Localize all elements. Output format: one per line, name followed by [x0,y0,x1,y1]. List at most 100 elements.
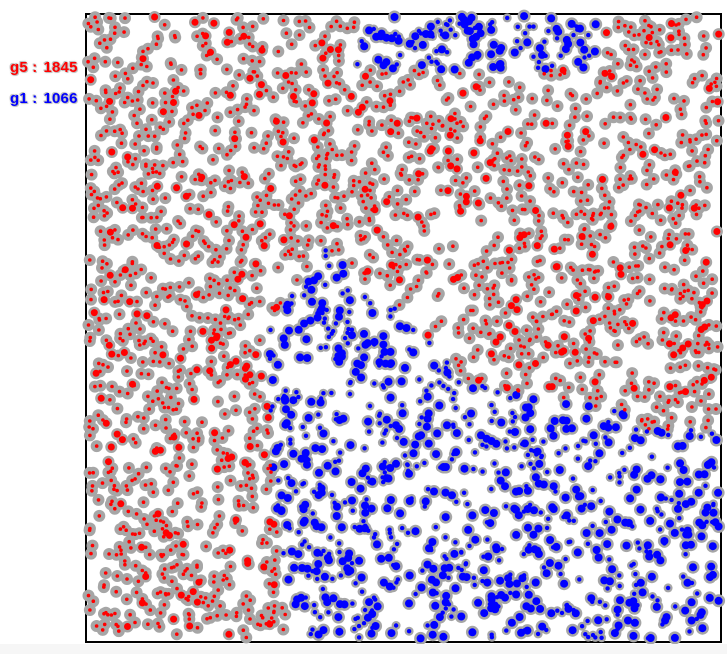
particle-g1 [617,474,622,479]
particle-g5 [507,168,512,173]
particle-g5 [290,93,297,100]
particle-g5 [422,134,426,139]
particle-g1 [400,403,405,408]
particle-g5 [628,63,633,67]
particle-g1 [579,624,585,629]
particle-g1 [480,609,489,618]
particle-g1 [598,629,603,635]
particle-g5 [174,544,178,548]
particle-g5 [682,258,687,263]
particle-g5 [692,290,696,295]
particle-g5 [432,211,437,215]
particle-g5 [207,293,211,297]
particle-g5 [134,321,138,325]
particle-g1 [662,541,667,546]
particle-g5 [305,264,309,269]
particle-g5 [589,242,594,247]
particle-g5 [135,121,139,126]
particle-g5 [418,130,423,135]
particle-g5 [120,349,128,356]
particle-g5 [388,283,393,288]
particle-g5 [462,286,466,291]
particle-g5 [289,42,294,47]
particle-g5 [706,418,710,423]
particle-g5 [583,332,587,336]
particle-g5 [714,84,719,89]
particle-g5 [585,334,593,342]
particle-g5 [116,353,121,358]
particle-g1 [273,360,282,369]
particle-g1 [318,445,327,454]
particle-g1 [535,65,541,71]
particle-g5 [166,295,170,299]
particle-g5 [700,133,704,137]
particle-g5 [177,285,182,289]
particle-g5 [110,466,115,471]
particle-g1 [560,579,569,588]
particle-g5 [637,32,641,37]
particle-g5 [271,95,276,99]
particle-g5 [416,177,420,182]
particle-g5 [352,20,357,25]
particle-g5 [665,427,670,431]
particle-g1 [685,432,694,441]
particle-g5 [583,289,587,294]
particle-g5 [298,189,302,193]
particle-g5 [133,563,138,568]
particle-g5 [271,590,276,595]
particle-g5 [195,522,200,527]
particle-g1 [706,573,714,582]
particle-g5 [283,252,288,257]
particle-g5 [503,311,508,315]
particle-g5 [303,19,308,23]
particle-g5 [104,338,109,343]
particle-g5 [168,548,173,552]
particle-g5 [618,165,623,170]
particle-g5 [399,173,404,177]
particle-g5 [584,347,588,351]
particle-g5 [319,54,327,62]
particle-g1 [589,431,598,440]
particle-g5 [249,130,254,135]
particle-g5 [509,257,514,262]
particle-g5 [413,189,417,194]
particle-g5 [102,419,110,427]
particle-g5 [532,360,539,367]
particle-g1 [362,294,368,300]
particle-g5 [664,62,668,66]
particle-g5 [224,613,228,617]
particle-g1 [368,301,373,306]
particle-g5 [413,114,421,122]
particle-g5 [700,382,704,386]
particle-g5 [231,135,239,143]
particle-g1 [355,556,364,565]
particle-g5 [89,172,94,177]
particle-g5 [264,193,269,198]
particle-g5 [629,25,633,29]
particle-g1 [323,253,328,259]
particle-g5 [86,323,91,327]
particle-g5 [156,397,161,401]
particle-g5 [505,187,509,191]
particle-g5 [630,371,634,375]
particle-g1 [695,591,700,596]
particle-g1 [448,27,453,32]
particle-g5 [218,604,222,608]
particle-g5 [193,366,201,374]
particle-g5 [141,49,145,54]
particle-g5 [145,64,149,69]
particle-g1 [405,39,414,48]
particle-g5 [559,66,567,74]
particle-g5 [457,207,465,215]
particle-g1 [359,589,365,594]
particle-g1 [319,429,328,438]
particle-g5 [132,113,136,118]
particle-g5 [439,188,443,193]
particle-g5 [257,372,265,380]
particle-g1 [608,565,617,574]
particle-g1 [464,58,473,67]
particle-g5 [178,297,183,302]
particle-g5 [276,129,281,134]
particle-g5 [601,69,609,77]
